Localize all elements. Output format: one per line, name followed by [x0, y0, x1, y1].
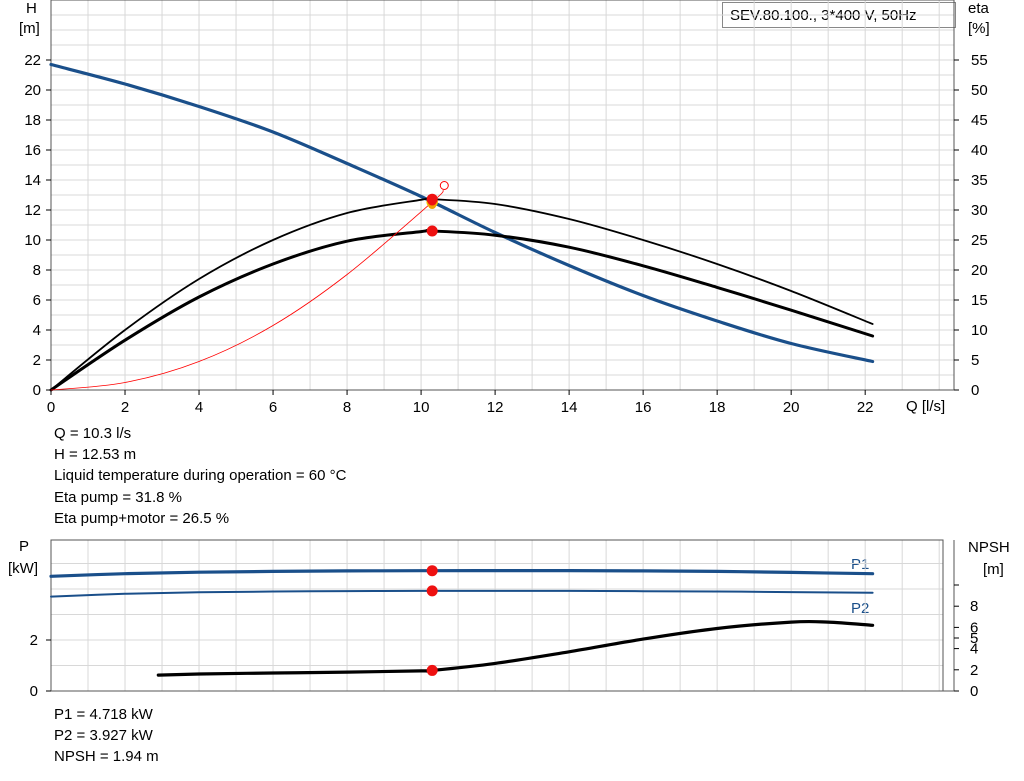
- p1-curve: [49, 568, 875, 578]
- power-duty-marker: [426, 664, 438, 676]
- power-duty-marker: [426, 565, 438, 577]
- power-npsh-plot: 0 2 0 2 456 8: [30, 539, 978, 700]
- top-y-right-tick-label: 50: [971, 82, 988, 99]
- bottom-plot-frame: [50, 539, 944, 692]
- bottom-y-right-tick-label: 6: [970, 619, 978, 636]
- duty-point-core: [427, 196, 437, 206]
- readout-q: Q = 10.3 l/s: [54, 425, 132, 442]
- readout-eta-total: Eta pump+motor = 26.5 %: [54, 509, 230, 527]
- top-x-tick-label: 14: [561, 399, 578, 416]
- bottom-y-right-tick-label: 4: [970, 641, 978, 658]
- system-curve-end-marker: [439, 181, 449, 190]
- top-y-right-tick-label: 45: [971, 112, 988, 129]
- head-efficiency-plot: 0246810121416182022051015202530354045505…: [24, 0, 988, 416]
- top-y-right-tick-label: 0: [971, 382, 979, 399]
- duty-point-marker: [426, 225, 438, 237]
- npsh-curve: [156, 619, 875, 677]
- top-y-left-tick-label: 10: [24, 232, 41, 249]
- bottom-y-right-label: NPSH: [968, 539, 1010, 556]
- top-x-tick-label: 8: [343, 399, 351, 416]
- top-y-right-unit: [%]: [968, 20, 990, 37]
- bottom-y-right-tick-label: 0: [970, 683, 978, 700]
- top-y-left-tick-label: 20: [24, 82, 41, 99]
- top-y-left-tick-label: 0: [33, 382, 41, 399]
- top-y-right-tick-label: 30: [971, 202, 988, 219]
- operating-point-readouts: Q = 10.3 l/s H = 12.53 m Liquid temperat…: [54, 423, 346, 529]
- power-readouts: P1 = 4.718 kW P2 = 3.927 kW NPSH = 1.94 …: [54, 704, 159, 768]
- readout-h: H = 12.53 m: [54, 446, 137, 464]
- bottom-y-left-label: P: [19, 538, 30, 555]
- top-x-tick-label: 4: [195, 399, 203, 416]
- top-y-left-tick-label: 2: [33, 352, 41, 369]
- top-y-right-label: eta: [968, 0, 989, 17]
- bottom-y-left-tick-label: 2: [30, 632, 38, 649]
- bottom-y-right-tick-label: 8: [970, 598, 978, 615]
- top-y-left-tick-label: 4: [33, 322, 41, 339]
- top-y-left-unit: [m]: [19, 20, 40, 37]
- top-y-left-tick-label: 6: [33, 292, 41, 309]
- top-y-left-tick-label: 16: [24, 142, 41, 159]
- eta-pump-curve: [50, 197, 874, 391]
- top-x-tick-label: 2: [121, 399, 129, 416]
- eta-total-curve: [49, 228, 875, 392]
- top-x-tick-label: 20: [783, 399, 800, 416]
- top-y-left-tick-label: 22: [24, 52, 41, 69]
- readout-temperature: Liquid temperature during operation = 60…: [54, 467, 347, 485]
- top-y-right-tick-label: 40: [971, 142, 988, 159]
- p2-curve: [50, 589, 874, 598]
- bottom-y-right-tick-label: 5: [970, 630, 978, 647]
- head-curve: [49, 62, 875, 364]
- top-y-right-tick-label: 5: [971, 352, 979, 369]
- readout-p2: P2 = 3.927 kW: [54, 727, 153, 745]
- readout-p1: P1 = 4.718 kW: [54, 706, 153, 723]
- readout-npsh: NPSH = 1.94 m: [54, 748, 159, 766]
- top-x-tick-label: 10: [413, 399, 430, 416]
- top-x-tick-label: 22: [857, 399, 874, 416]
- top-x-tick-label: 16: [635, 399, 652, 416]
- bottom-y-left-unit: [kW]: [8, 560, 38, 577]
- top-x-tick-label: 18: [709, 399, 726, 416]
- top-y-left-label: H: [26, 0, 37, 17]
- bottom-y-left-tick-label: 0: [30, 683, 38, 700]
- top-x-label: Q [l/s]: [906, 398, 946, 415]
- top-y-right-tick-label: 15: [971, 292, 988, 309]
- top-y-right-tick-label: 10: [971, 322, 988, 339]
- top-y-left-tick-label: 18: [24, 112, 41, 129]
- top-y-left-tick-label: 14: [24, 172, 41, 189]
- bottom-y-right-unit: [m]: [983, 561, 1004, 578]
- power-duty-marker: [426, 585, 438, 597]
- bottom-y-right-tick-label: 2: [970, 662, 978, 679]
- top-y-right-tick-label: 35: [971, 172, 988, 189]
- top-plot-frame: [50, 0, 955, 391]
- top-y-right-tick-label: 25: [971, 232, 988, 249]
- top-x-tick-label: 6: [269, 399, 277, 416]
- top-x-tick-label: 12: [487, 399, 504, 416]
- readout-eta-pump: Eta pump = 31.8 %: [54, 488, 182, 506]
- top-x-tick-label: 0: [47, 399, 55, 416]
- top-y-left-tick-label: 8: [33, 262, 41, 279]
- top-y-right-tick-label: 55: [971, 52, 988, 69]
- top-y-right-tick-label: 20: [971, 262, 988, 279]
- top-y-left-tick-label: 12: [24, 202, 41, 219]
